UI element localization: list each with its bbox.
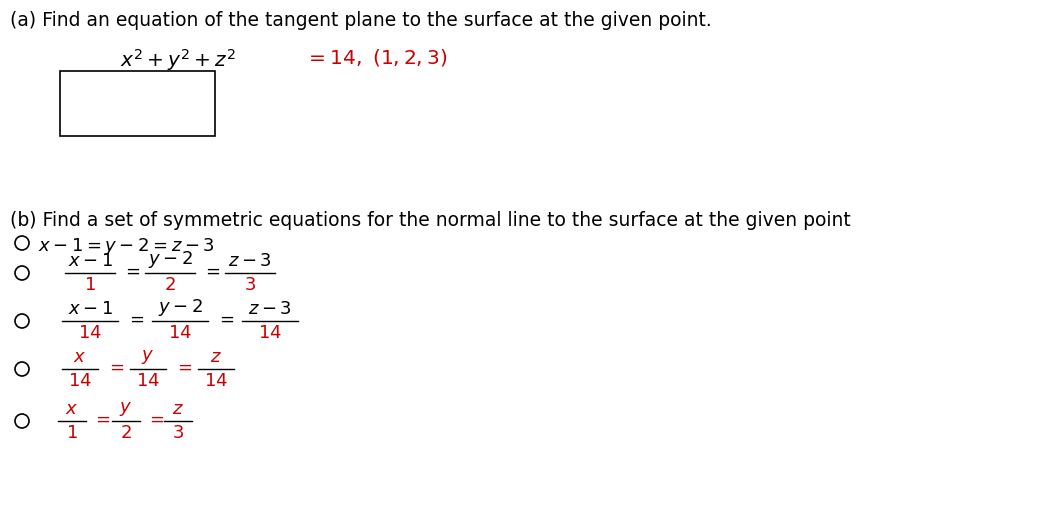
Text: $=$: $=$ [216, 310, 235, 328]
Text: $2$: $2$ [164, 276, 176, 294]
Text: $x^2 + y^2 + z^2$: $x^2 + y^2 + z^2$ [120, 47, 236, 73]
Text: $=$: $=$ [122, 262, 141, 280]
Text: $=$: $=$ [146, 410, 165, 428]
Text: $z$: $z$ [210, 348, 222, 366]
Text: $z$: $z$ [172, 400, 184, 418]
Text: $=$: $=$ [106, 358, 125, 376]
Text: (a) Find an equation of the tangent plane to the surface at the given point.: (a) Find an equation of the tangent plan… [10, 11, 712, 30]
Text: $1$: $1$ [66, 424, 78, 442]
Text: $y$: $y$ [120, 400, 132, 418]
Text: $1$: $1$ [84, 276, 95, 294]
Text: $3$: $3$ [244, 276, 256, 294]
Text: $14$: $14$ [78, 324, 102, 342]
Text: $=$: $=$ [92, 410, 110, 428]
Text: $14$: $14$ [258, 324, 282, 342]
Text: $2$: $2$ [121, 424, 132, 442]
Text: $x - 1 = y - 2 = z - 3$: $x - 1 = y - 2 = z - 3$ [38, 236, 215, 257]
Text: $14$: $14$ [168, 324, 192, 342]
Text: $=$: $=$ [202, 262, 220, 280]
Text: $y - 2$: $y - 2$ [148, 249, 192, 270]
Text: $x$: $x$ [65, 400, 79, 418]
Text: $=$: $=$ [174, 358, 193, 376]
Text: $x$: $x$ [73, 348, 87, 366]
Text: $y - 2$: $y - 2$ [157, 297, 202, 318]
Text: $z - 3$: $z - 3$ [249, 300, 292, 318]
Text: (b) Find a set of symmetric equations for the normal line to the surface at the : (b) Find a set of symmetric equations fo… [10, 211, 851, 230]
Text: $z - 3$: $z - 3$ [229, 252, 272, 270]
Text: $y$: $y$ [142, 348, 154, 366]
Text: $x - 1$: $x - 1$ [67, 300, 112, 318]
Text: $x - 1$: $x - 1$ [67, 252, 112, 270]
Text: $14$: $14$ [205, 372, 228, 390]
Bar [60, 71, 215, 136]
Text: $= 14,\ (1, 2, 3)$: $= 14,\ (1, 2, 3)$ [305, 47, 447, 68]
Text: $=$: $=$ [126, 310, 145, 328]
Text: $3$: $3$ [172, 424, 184, 442]
Text: $14$: $14$ [68, 372, 92, 390]
Text: $14$: $14$ [136, 372, 159, 390]
